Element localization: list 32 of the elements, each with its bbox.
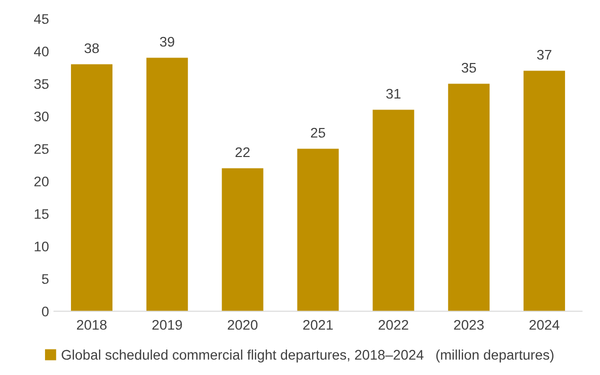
bar xyxy=(448,84,490,312)
y-tick-label: 5 xyxy=(42,274,49,284)
y-tick-label: 30 xyxy=(34,112,49,122)
x-tick-label: 2024 xyxy=(530,320,560,330)
y-tick-label: 15 xyxy=(34,209,49,219)
data-label: 38 xyxy=(84,43,99,54)
data-label: 39 xyxy=(160,36,174,47)
bar xyxy=(524,70,566,312)
y-tick-label: 45 xyxy=(34,14,49,24)
bar xyxy=(222,168,264,312)
y-tick-label: 40 xyxy=(34,46,49,56)
data-label: 37 xyxy=(537,50,552,60)
data-label: 25 xyxy=(310,128,326,138)
y-tick-label: 20 xyxy=(34,176,49,186)
y-tick-label: 25 xyxy=(34,144,49,154)
data-label: 31 xyxy=(386,88,400,99)
data-label: 22 xyxy=(236,147,250,158)
bar xyxy=(297,148,339,312)
y-tick-label: 0 xyxy=(42,306,49,316)
x-tick-label: 2022 xyxy=(378,320,408,330)
y-tick-label: 35 xyxy=(34,79,49,89)
x-tick-label: 2021 xyxy=(303,320,333,330)
bar xyxy=(146,58,188,312)
legend-label: Global scheduled commercial flight departures, 2018–2024 (million departures) xyxy=(62,350,554,362)
bar xyxy=(70,64,112,312)
bar xyxy=(372,110,414,312)
data-label: 35 xyxy=(462,62,476,73)
y-tick-label: 10 xyxy=(34,242,49,252)
x-tick-label: 2020 xyxy=(228,320,258,330)
x-tick-label: 2023 xyxy=(454,320,484,330)
x-tick-label: 2018 xyxy=(76,320,107,330)
x-tick-label: 2019 xyxy=(152,320,182,330)
